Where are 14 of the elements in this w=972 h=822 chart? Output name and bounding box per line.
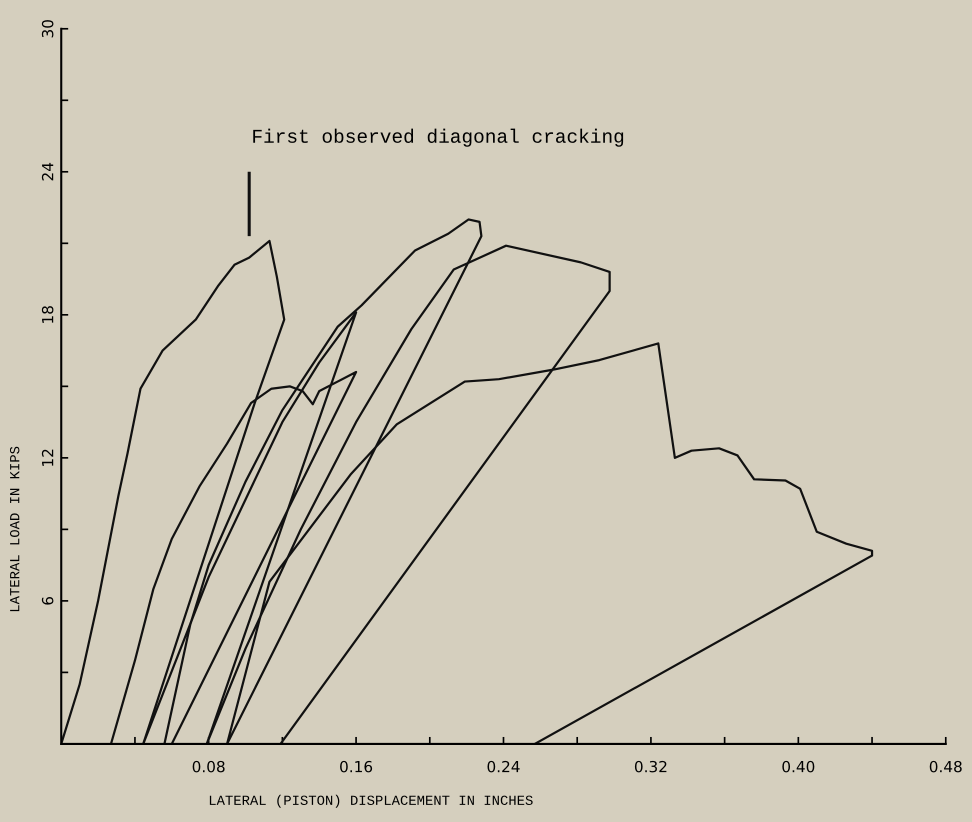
y-axis-title: LATERAL LOAD IN KIPS [10,446,20,612]
x-axis-title: LATERAL (PISTON) DISPLACEMENT IN INCHES [210,794,533,808]
x-tick-label: 0.16 [340,760,372,772]
x-tick-label: 0.32 [634,760,666,772]
annotation: First observed diagonal cracking [253,128,624,147]
y-tick-label: 18 [42,306,54,323]
y-tick-label: 6 [42,596,54,605]
y-tick-label: 24 [42,162,54,180]
y-tick-label: 30 [42,20,54,38]
x-tick-label: 0.40 [782,760,814,772]
y-tick-label: 12 [42,450,54,466]
x-tick-label: 0.08 [192,760,225,772]
x-tick-label: 0.24 [487,760,520,772]
x-tick-label: 0.48 [930,760,962,772]
